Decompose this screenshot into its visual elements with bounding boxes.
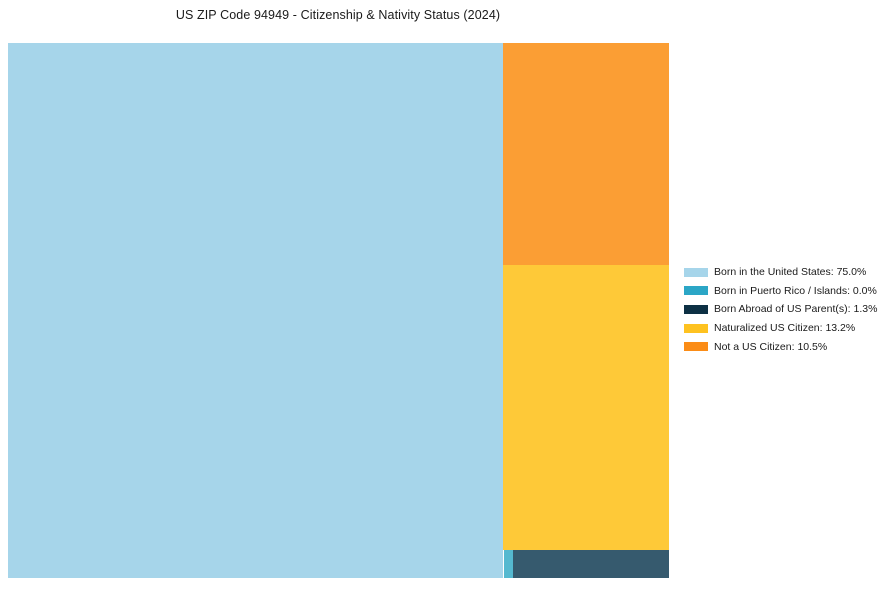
treemap-tile-not-a-us-citizen[interactable] xyxy=(503,43,669,265)
legend-item-born-abroad-of-us-parents[interactable]: Born Abroad of US Parent(s): 1.3% xyxy=(684,300,884,319)
treemap-tile-born-in-puerto-rico-islands[interactable] xyxy=(504,550,513,578)
chart-title: US ZIP Code 94949 - Citizenship & Nativi… xyxy=(175,8,501,22)
legend-swatch-icon xyxy=(684,323,708,333)
legend-item-label: Born in the United States: 75.0% xyxy=(714,266,867,279)
legend-swatch-icon xyxy=(684,267,708,277)
legend-swatch-icon xyxy=(684,304,708,314)
legend-item-label: Not a US Citizen: 10.5% xyxy=(714,340,828,353)
treemap-plot-area xyxy=(8,43,669,578)
legend-item-born-in-the-united-states[interactable]: Born in the United States: 75.0% xyxy=(684,263,884,282)
legend-item-label: Born Abroad of US Parent(s): 1.3% xyxy=(714,303,878,316)
legend-item-born-in-puerto-rico-islands[interactable]: Born in Puerto Rico / Islands: 0.0% xyxy=(684,282,884,301)
treemap-tile-naturalized-us-citizen[interactable] xyxy=(503,265,669,550)
legend-swatch-icon xyxy=(684,286,708,296)
treemap-tile-born-abroad-of-us-parents[interactable] xyxy=(513,550,669,578)
chart-legend: Born in the United States: 75.0% Born in… xyxy=(684,263,884,356)
legend-item-label: Born in Puerto Rico / Islands: 0.0% xyxy=(714,284,877,297)
legend-item-naturalized-us-citizen[interactable]: Naturalized US Citizen: 13.2% xyxy=(684,319,884,338)
treemap-tile-born-in-the-united-states[interactable] xyxy=(8,43,503,578)
legend-item-label: Naturalized US Citizen: 13.2% xyxy=(714,322,856,335)
legend-swatch-icon xyxy=(684,342,708,352)
legend-item-not-a-us-citizen[interactable]: Not a US Citizen: 10.5% xyxy=(684,337,884,356)
